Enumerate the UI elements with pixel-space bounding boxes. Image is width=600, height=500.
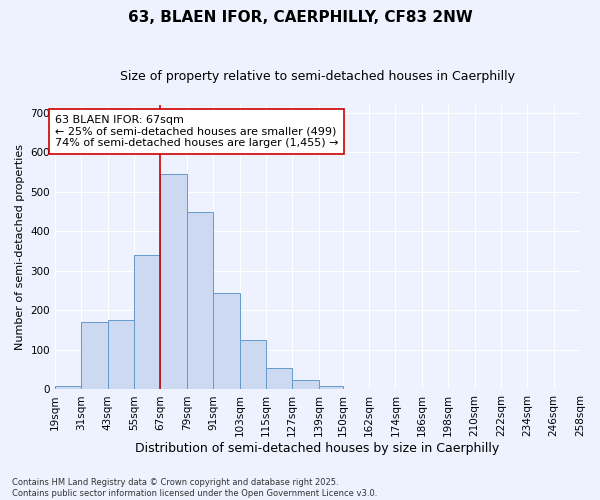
Bar <box>134 255 160 390</box>
Bar <box>266 368 292 390</box>
Bar <box>292 380 319 390</box>
Text: 63 BLAEN IFOR: 67sqm
← 25% of semi-detached houses are smaller (499)
74% of semi: 63 BLAEN IFOR: 67sqm ← 25% of semi-detac… <box>55 115 338 148</box>
Bar <box>82 322 108 390</box>
Bar <box>319 386 343 390</box>
Bar <box>55 386 82 390</box>
Bar <box>187 212 213 390</box>
Bar <box>239 340 266 390</box>
X-axis label: Distribution of semi-detached houses by size in Caerphilly: Distribution of semi-detached houses by … <box>136 442 500 455</box>
Bar <box>108 320 134 390</box>
Text: Contains HM Land Registry data © Crown copyright and database right 2025.
Contai: Contains HM Land Registry data © Crown c… <box>12 478 377 498</box>
Bar <box>160 174 187 390</box>
Y-axis label: Number of semi-detached properties: Number of semi-detached properties <box>15 144 25 350</box>
Title: Size of property relative to semi-detached houses in Caerphilly: Size of property relative to semi-detach… <box>120 70 515 83</box>
Bar <box>213 292 239 390</box>
Text: 63, BLAEN IFOR, CAERPHILLY, CF83 2NW: 63, BLAEN IFOR, CAERPHILLY, CF83 2NW <box>128 10 472 25</box>
